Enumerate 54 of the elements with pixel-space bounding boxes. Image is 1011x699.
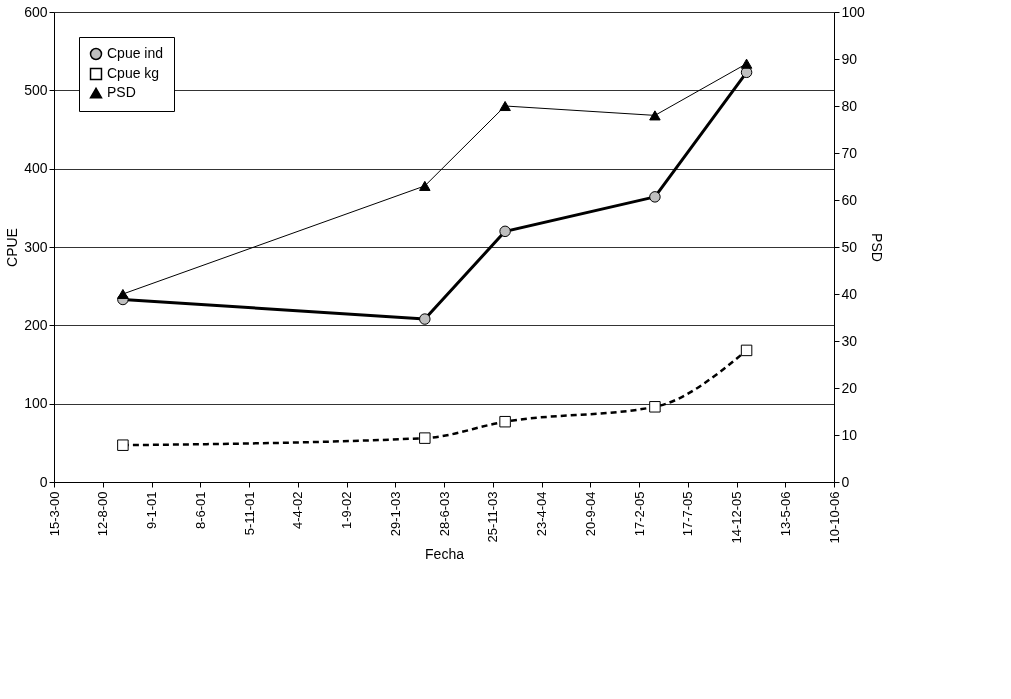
point <box>117 439 129 451</box>
x-tick-label: 5-11-01 <box>241 491 257 536</box>
y2-tick-label: 60 <box>841 191 858 208</box>
y2-tick-label: 0 <box>841 473 850 490</box>
y2-tick-label: 100 <box>841 3 866 20</box>
point <box>649 401 661 413</box>
y-tick-label: 200 <box>24 316 48 333</box>
x-tick-label: 15-3-00 <box>46 491 62 537</box>
y2-tick-label: 20 <box>841 379 858 396</box>
x-tick-label: 1-9-02 <box>339 491 354 530</box>
x-tick-label: 17-7-05 <box>680 491 696 537</box>
y2-tick-label: 50 <box>841 238 858 255</box>
legend-label: Cpue kg <box>107 65 160 81</box>
point <box>419 313 431 325</box>
point <box>649 110 661 121</box>
y-tick-label: 400 <box>24 160 48 177</box>
x-tick-label: 14-12-05 <box>729 491 744 544</box>
y-tick-label: 600 <box>24 3 48 20</box>
x-tick-label: 13-5-06 <box>777 491 793 537</box>
y-tick-label: 300 <box>24 238 48 255</box>
y-tick-label: 500 <box>24 81 48 98</box>
point <box>499 415 511 428</box>
x-tick-label: 9-1-01 <box>144 491 159 530</box>
x-tick-label: 12-8-00 <box>95 491 111 537</box>
y2-tick-label: 70 <box>841 144 858 161</box>
y2-axis-title: PSD <box>868 233 885 262</box>
x-tick-label: 8-6-01 <box>192 491 208 530</box>
x-tick-label: 10-10-06 <box>826 491 842 544</box>
y-axis-title: CPUE <box>4 228 21 267</box>
point <box>419 180 431 191</box>
y-tick-label: 100 <box>24 395 48 412</box>
y2-tick-label: 40 <box>841 285 858 302</box>
point <box>419 432 431 444</box>
x-tick-label: 20-9-04 <box>582 491 598 537</box>
y-tick-label: 0 <box>39 473 48 490</box>
legend-label: PSD <box>107 84 136 100</box>
x-tick-label: 4-4-02 <box>290 491 306 530</box>
point <box>740 344 753 357</box>
point <box>499 100 511 112</box>
point <box>499 225 511 238</box>
y2-tick-label: 80 <box>841 97 858 114</box>
x-tick-label: 25-11-03 <box>485 491 501 543</box>
point <box>649 191 661 203</box>
point <box>117 288 129 300</box>
x-tick-label: 29-1-03 <box>387 491 403 537</box>
x-tick-label: 28-6-03 <box>436 491 452 537</box>
x-tick-label: 23-4-04 <box>534 491 549 537</box>
y2-tick-label: 30 <box>841 332 858 349</box>
point <box>740 58 753 69</box>
x-tick-label: 17-2-05 <box>631 491 647 537</box>
y2-tick-label: 90 <box>841 50 858 67</box>
x-axis-title: Fecha <box>425 545 465 562</box>
y2-tick-label: 10 <box>841 426 858 443</box>
legend-label: Cpue ind <box>107 45 164 61</box>
